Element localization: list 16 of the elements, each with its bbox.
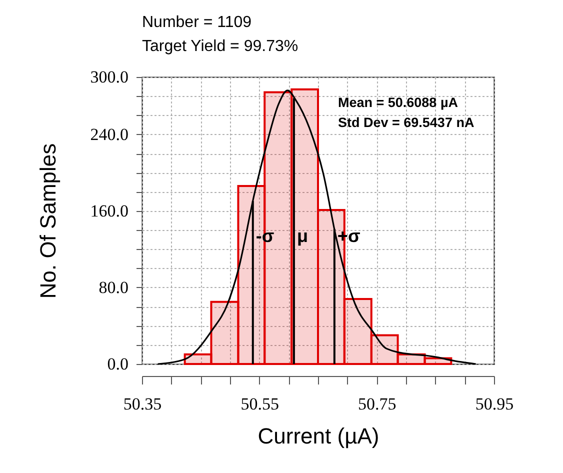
y-tick-label: 160.0 — [90, 201, 128, 220]
ref-line-label: μ — [296, 226, 308, 246]
x-tick-label: 50.75 — [358, 394, 396, 414]
chart-subtitle: Target Yield = 99.73% — [142, 38, 298, 55]
x-axis-title: Current (µA) — [258, 424, 380, 448]
y-tick-label: 300.0 — [90, 68, 128, 86]
x-tick-label: 50.35 — [123, 394, 162, 414]
annotation: Mean = 50.6088 µA — [338, 95, 458, 110]
y-tick-label: 80.0 — [98, 278, 128, 297]
chart-title: Number = 1109 — [142, 14, 252, 31]
y-tick-label: 240.0 — [90, 124, 128, 144]
y-axis-title: No. Of Samples — [35, 143, 60, 299]
annotation: Std Dev = 69.5437 nA — [338, 115, 474, 130]
x-tick-label: 50.95 — [475, 394, 514, 414]
y-tick-label: 0.0 — [107, 354, 128, 374]
x-tick-label: 50.55 — [240, 394, 279, 414]
